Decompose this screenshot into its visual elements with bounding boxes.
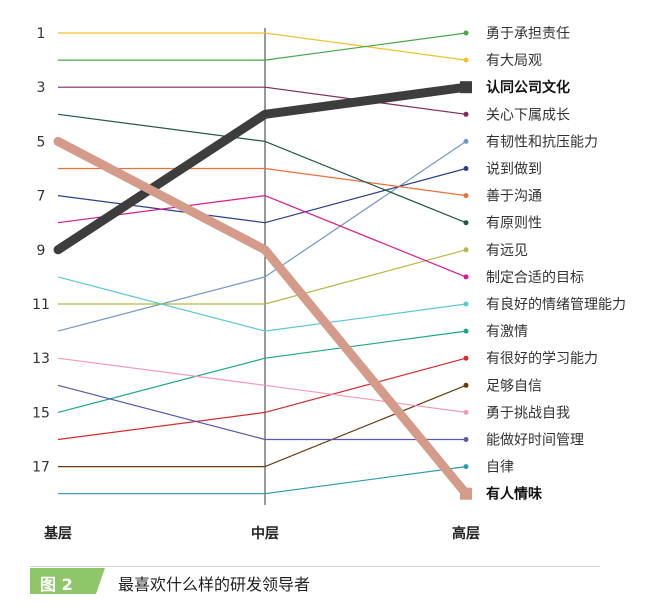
series-line [58, 32, 467, 61]
series-label: 能做好时间管理 [486, 433, 584, 449]
series-label: 说到做到 [486, 162, 542, 178]
series-label: 有远见 [486, 243, 528, 259]
series-end-marker [463, 409, 469, 415]
series-start-marker [53, 136, 63, 146]
series-end-marker [460, 487, 472, 500]
series-end-marker [460, 81, 472, 94]
x-category-label: 基层 [44, 525, 72, 542]
y-tick-label: 15 [32, 405, 50, 421]
caption-divider [30, 566, 600, 567]
figure-title: 最喜欢什么样的研发领导者 [118, 575, 311, 594]
y-tick-label: 5 [37, 134, 46, 150]
series-end-marker [463, 301, 469, 307]
series-label: 有良好的情绪管理能力 [486, 297, 626, 313]
y-tick-label: 1 [37, 26, 46, 42]
series-label: 足够自信 [486, 378, 542, 394]
series-line [58, 86, 467, 115]
figure-tag [30, 568, 105, 594]
series-line [58, 249, 467, 305]
series-label: 关心下属成长 [486, 107, 570, 123]
series-end-marker [463, 355, 469, 361]
series-end-marker [463, 57, 469, 63]
series-line [57, 276, 467, 332]
series-end-marker [463, 328, 469, 334]
series-end-marker [463, 30, 469, 36]
series-line [58, 466, 467, 495]
series-label: 认同公司文化 [486, 79, 570, 96]
series-line [57, 357, 467, 413]
series-line [57, 330, 467, 413]
y-tick-label: 13 [32, 351, 50, 367]
series-start-marker [53, 245, 63, 255]
y-tick-label: 9 [37, 243, 46, 259]
series-end-marker [463, 111, 469, 117]
series-line [57, 113, 467, 224]
series-label: 有很好的学习能力 [486, 351, 598, 367]
y-tick-label: 7 [37, 189, 46, 205]
x-category-label: 中层 [251, 525, 279, 542]
series-end-marker [463, 166, 469, 171]
series-line [57, 357, 467, 441]
series-label: 有原则性 [486, 216, 542, 232]
y-tick-label: 3 [37, 80, 46, 96]
x-category-label: 高层 [452, 525, 480, 542]
series-end-marker [463, 464, 469, 470]
series-end-marker [463, 220, 469, 226]
series-line [55, 137, 470, 497]
y-tick-label: 11 [32, 297, 50, 313]
series-end-marker [463, 437, 469, 442]
series-label: 有激情 [486, 323, 528, 340]
series-label: 善于沟通 [486, 189, 542, 205]
y-tick-label: 17 [32, 460, 50, 476]
series-end-marker [463, 382, 469, 388]
series-end-marker [463, 274, 469, 280]
figure-tag-label: 图 2 [40, 575, 73, 594]
series-line [55, 82, 467, 254]
series-label: 勇于承担责任 [486, 26, 570, 42]
series-label: 自律 [486, 460, 514, 476]
series-label: 有人情味 [486, 486, 542, 503]
series-end-marker [463, 193, 469, 199]
series-end-marker [463, 247, 469, 253]
series-line [57, 195, 467, 278]
series-label: 有大局观 [486, 53, 542, 69]
series-label: 制定合适的目标 [486, 270, 584, 286]
figure-caption: 图 2 最喜欢什么样的研发领导者 [30, 566, 600, 594]
series-label: 有韧性和抗压能力 [486, 134, 598, 150]
series-label: 勇于挑战自我 [486, 405, 570, 421]
series-line [57, 384, 466, 441]
series-line [58, 32, 467, 61]
series-end-marker [463, 138, 469, 144]
series-line [58, 167, 467, 197]
